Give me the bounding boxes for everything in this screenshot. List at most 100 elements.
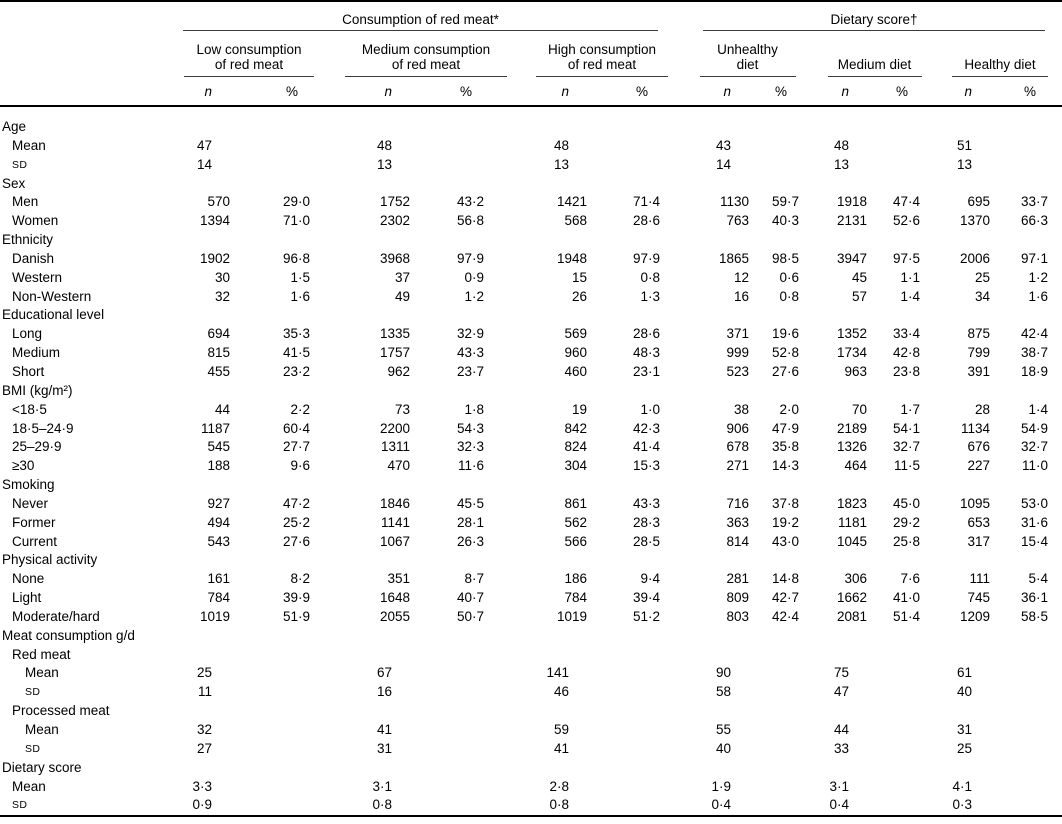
row-label: 18·5–24·9: [12, 420, 74, 436]
cell-pct: 42·7: [771, 590, 799, 606]
cell-pct: [410, 796, 484, 816]
cell-n: [660, 551, 749, 570]
cell-n: [310, 382, 410, 401]
cell-n: 927: [207, 495, 230, 511]
row-label: Meat consumption g/d: [2, 627, 135, 643]
cell-pct: 48·3: [632, 345, 660, 361]
cell-pct: [990, 551, 1062, 570]
cell-n: [920, 118, 990, 137]
cell-pct: 58·5: [1021, 608, 1049, 624]
cell-n: 281: [726, 571, 749, 587]
row-label: Danish: [12, 250, 55, 266]
cell-n: [920, 382, 990, 401]
pct-column-header: %: [587, 77, 660, 107]
cell-n: 842: [564, 420, 587, 436]
cell-n: 44: [833, 722, 849, 737]
table-row: Medium 815 41·5 1757 43·3 960 48·3 999 52·8 1734 4…: [0, 344, 1062, 363]
cell-pct: 28·1: [456, 514, 484, 530]
cell-pct: 41·0: [892, 590, 920, 606]
n-column-header: n: [799, 77, 867, 107]
cell-pct: [749, 231, 799, 250]
cell-n: 1734: [836, 345, 867, 361]
row-label: SD: [25, 686, 41, 699]
cell-pct: [749, 137, 799, 156]
table-row: Educational level: [0, 306, 1062, 325]
cell-pct: 23·7: [456, 363, 484, 379]
table-row: Dietary score: [0, 759, 1062, 778]
cell-n: 32: [214, 288, 230, 304]
cell-pct: [867, 646, 920, 665]
colgroup-label: Healthy diet: [964, 57, 1036, 72]
cell-n: [484, 476, 587, 495]
cell-n: 694: [207, 326, 230, 342]
cell-n: 0·9: [192, 797, 212, 813]
cell-pct: [410, 551, 484, 570]
cell-pct: 54·3: [456, 420, 484, 436]
row-label: Mean: [12, 137, 46, 153]
cell-pct: 1·1: [900, 269, 920, 285]
table-row: Non-Western 32 1·6 49 1·2 26 1·3 16 0·8 57 1·4 34 1·…: [0, 288, 1062, 307]
cell-pct: 52·6: [892, 213, 920, 229]
table-row: Long 694 35·3 1335 32·9 569 28·6 371 19·6 1352 33·…: [0, 325, 1062, 344]
cell-pct: [990, 627, 1062, 646]
row-label: Physical activity: [2, 552, 98, 568]
cell-pct: 9·4: [640, 571, 660, 587]
cell-n: 391: [967, 363, 990, 379]
cell-n: 73: [394, 401, 410, 417]
cell-pct: [867, 551, 920, 570]
cell-n: 363: [726, 514, 749, 530]
cell-pct: [990, 646, 1062, 665]
cell-pct: [230, 231, 310, 250]
cell-n: 15: [571, 269, 587, 285]
cell-n: [920, 306, 990, 325]
n-column-header: n: [182, 77, 230, 107]
cell-pct: [749, 702, 799, 721]
cell-n: 90: [715, 665, 731, 681]
cell-n: [660, 759, 749, 778]
table-row: SD 14 13 13 14 13 13: [0, 156, 1062, 175]
cell-pct: 14·8: [771, 571, 799, 587]
cell-pct: 29·0: [282, 194, 310, 210]
colgroup-label-line2: of red meat: [391, 57, 461, 72]
cell-n: 1019: [556, 608, 587, 624]
cell-pct: 42·8: [892, 345, 920, 361]
cell-pct: [410, 306, 484, 325]
cell-pct: 19·6: [771, 326, 799, 342]
cell-pct: 27·6: [282, 533, 310, 549]
cell-n: 27: [196, 740, 212, 756]
cell-n: 47: [833, 684, 849, 700]
cell-pct: 28·6: [632, 326, 660, 342]
cell-n: 13: [376, 156, 392, 172]
cell-n: 494: [207, 514, 230, 530]
cell-pct: 0·8: [779, 288, 799, 304]
cell-pct: 50·7: [456, 608, 484, 624]
cell-n: [660, 702, 749, 721]
table-row: 18·5–24·9 1187 60·4 2200 54·3 842 42·3 906 47·9 2…: [0, 420, 1062, 439]
cell-n: 3·3: [192, 778, 212, 794]
cell-pct: [749, 382, 799, 401]
cell-pct: 53·0: [1021, 495, 1049, 511]
cell-n: 1662: [836, 590, 867, 606]
cell-n: [182, 476, 230, 495]
cell-pct: 35·8: [771, 439, 799, 455]
cell-n: 0·4: [711, 797, 731, 813]
table-row: Danish 1902 96·8 3968 97·9 1948 97·9 1865 98·5 39…: [0, 250, 1062, 269]
cell-n: 814: [726, 533, 749, 549]
cell-n: 568: [564, 213, 587, 229]
row-label: Current: [12, 533, 58, 549]
row-label: <18·5: [12, 401, 47, 417]
cell-pct: [587, 476, 660, 495]
cell-pct: [867, 664, 920, 683]
row-label: Mean: [12, 778, 46, 794]
cell-n: 70: [851, 401, 867, 417]
cell-pct: [749, 156, 799, 175]
cell-pct: 15·3: [632, 458, 660, 474]
cell-n: [660, 175, 749, 194]
cell-n: [310, 759, 410, 778]
cell-n: [484, 759, 587, 778]
cell-pct: 23·2: [282, 363, 310, 379]
cell-n: 1421: [556, 194, 587, 210]
cell-pct: 25·2: [282, 514, 310, 530]
cell-pct: 43·3: [456, 345, 484, 361]
cell-n: [182, 118, 230, 137]
